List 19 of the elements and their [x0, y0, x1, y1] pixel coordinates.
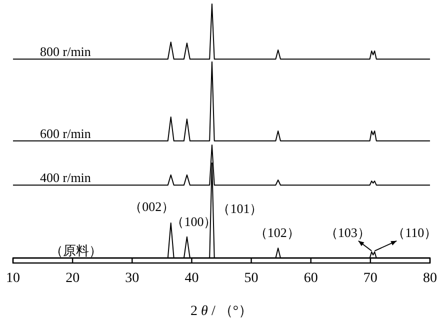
x-tick-label: 10 — [6, 271, 20, 286]
series-label: 600 r/min — [40, 126, 92, 141]
x-tick-label: 20 — [66, 271, 80, 286]
x-tick-label: 50 — [244, 271, 258, 286]
annotation: （100） — [171, 214, 217, 229]
annotation: （002） — [129, 198, 175, 214]
x-tick-label: 30 — [125, 271, 140, 286]
series-label: 800 r/min — [40, 44, 92, 60]
x-tick-label: 70 — [363, 271, 378, 286]
annotation: （101） — [217, 201, 263, 216]
x-tick-label: 80 — [423, 271, 437, 286]
x-tick-label: 40 — [184, 271, 199, 286]
annotation: （103） — [324, 224, 370, 240]
annotation: （102） — [254, 225, 300, 240]
x-axis-title: 2 θ / （°） — [190, 304, 252, 319]
series-label: 400 r/min — [40, 170, 92, 186]
series-label: （原料） — [50, 243, 102, 258]
annotation: （110） — [392, 224, 438, 240]
x-tick-label: 60 — [304, 271, 318, 286]
